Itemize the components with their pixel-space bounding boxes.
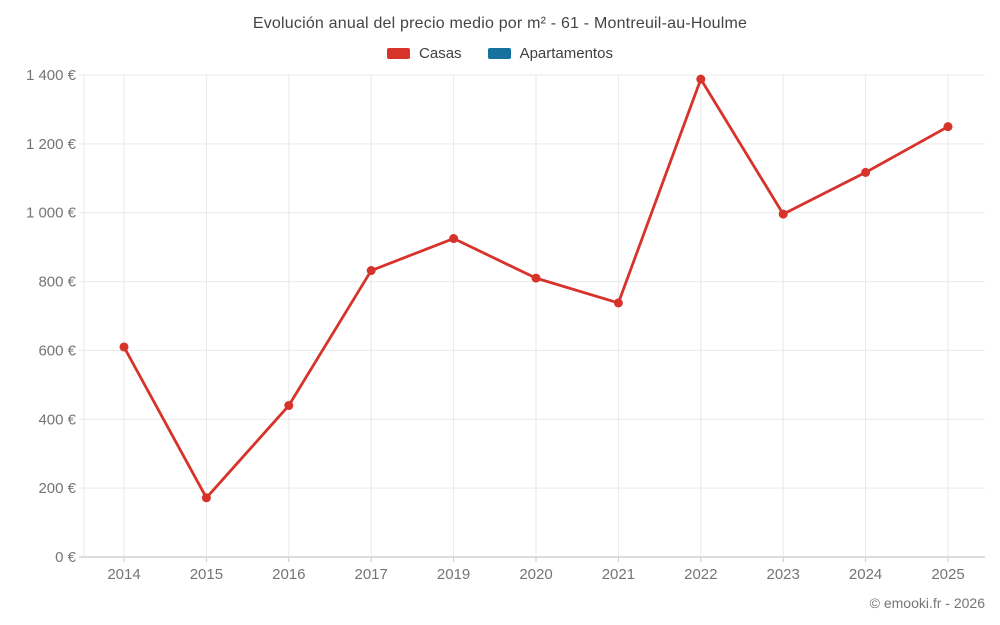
x-tick-label: 2024 (849, 566, 882, 583)
x-tick-label: 2023 (767, 566, 800, 583)
x-tick-label: 2021 (602, 566, 635, 583)
data-point (696, 74, 706, 84)
y-tick-label: 600 € (38, 342, 76, 359)
x-tick-label: 2025 (931, 566, 964, 583)
y-tick-label: 0 € (55, 549, 77, 566)
y-tick-label: 400 € (38, 411, 76, 428)
data-point (366, 266, 376, 276)
legend-item-apartamentos[interactable]: Apartamentos (487, 45, 613, 62)
x-tick-label: 2019 (437, 566, 470, 583)
y-tick-label: 800 € (38, 274, 76, 291)
legend-item-casas[interactable]: Casas (387, 45, 462, 62)
chart-title: Evolución anual del precio medio por m² … (252, 15, 748, 32)
data-point (119, 342, 129, 352)
apartamentos-swatch (487, 48, 511, 59)
data-point (778, 209, 788, 219)
data-point (613, 298, 623, 308)
data-point (861, 167, 871, 177)
legend-label-apartamentos: Apartamentos (519, 45, 613, 62)
casas-swatch (387, 48, 411, 59)
x-tick-label: 2017 (355, 566, 388, 583)
data-point (531, 273, 541, 283)
data-point (284, 401, 294, 411)
x-tick-label: 2020 (519, 566, 552, 583)
x-tick-label: 2014 (107, 566, 140, 583)
data-point (943, 122, 953, 132)
x-tick-label: 2022 (684, 566, 717, 583)
data-point (201, 493, 211, 503)
y-tick-label: 1 200 € (26, 136, 77, 153)
x-tick-label: 2016 (272, 566, 305, 583)
y-tick-label: 200 € (38, 480, 76, 497)
x-tick-label: 2015 (190, 566, 223, 583)
y-tick-label: 1 400 € (26, 67, 77, 84)
chart-legend: Casas Apartamentos (0, 45, 1000, 62)
y-tick-label: 1 000 € (26, 205, 77, 222)
data-point (449, 234, 459, 244)
copyright-text: © emooki.fr - 2026 (869, 595, 985, 611)
legend-label-casas: Casas (419, 45, 462, 62)
